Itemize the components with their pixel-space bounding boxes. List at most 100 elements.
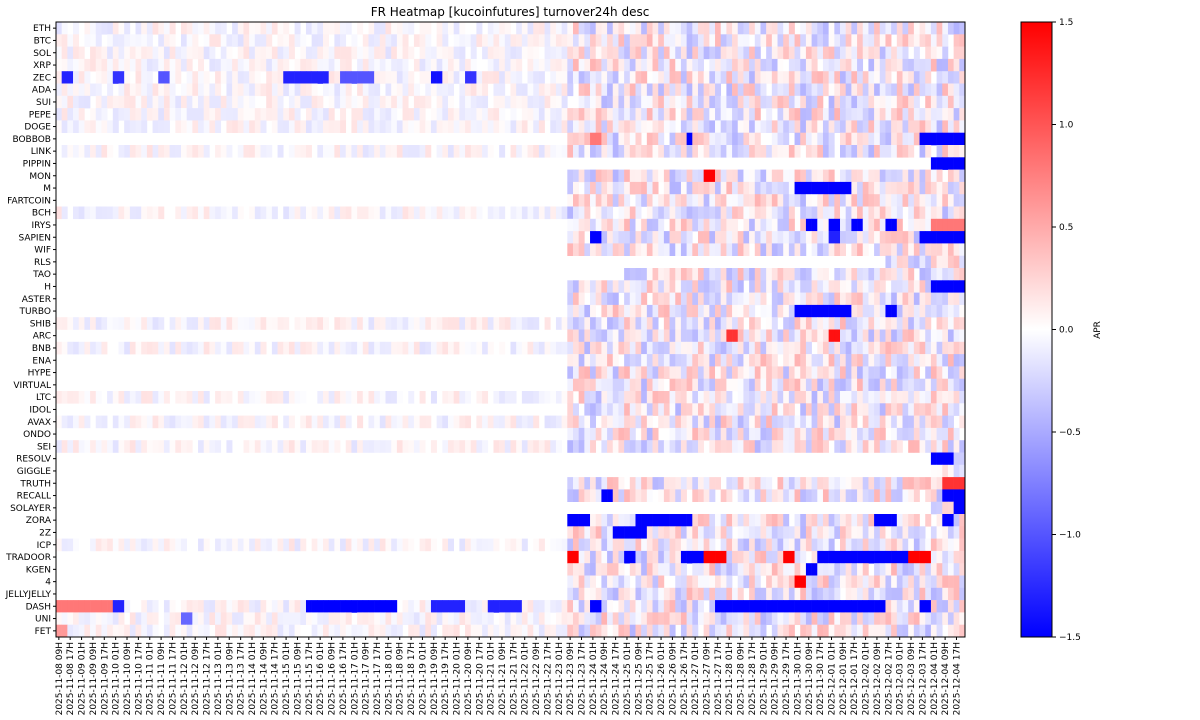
heatmap-cell <box>930 427 937 441</box>
heatmap-cell <box>544 612 551 625</box>
heatmap-cell <box>578 58 585 72</box>
heatmap-cell <box>828 600 835 613</box>
heatmap-cell <box>601 218 608 232</box>
heatmap-cell <box>232 600 239 613</box>
heatmap-cell <box>760 563 767 576</box>
heatmap-cell <box>584 440 591 453</box>
heatmap-cell <box>794 600 801 613</box>
heatmap-cell <box>868 317 875 330</box>
heatmap-cell <box>567 145 574 158</box>
heatmap-cell <box>635 34 642 47</box>
heatmap-cell <box>396 624 403 638</box>
heatmap-cell <box>317 538 324 552</box>
heatmap-cell <box>368 34 375 47</box>
heatmap-cell <box>521 341 528 355</box>
heatmap-cell <box>220 538 227 552</box>
heatmap-cell <box>646 243 653 256</box>
heatmap-cell <box>828 477 835 490</box>
heatmap-cell <box>788 317 795 330</box>
heatmap-cell <box>351 440 358 453</box>
heatmap-cell <box>862 624 869 638</box>
heatmap-cell <box>391 83 398 97</box>
heatmap-cell <box>732 378 739 392</box>
x-tick-label: 2025-11-18 17H <box>407 642 417 715</box>
heatmap-cell <box>550 624 557 638</box>
heatmap-cell <box>953 34 960 47</box>
heatmap-cell <box>436 95 443 109</box>
heatmap-cell <box>794 612 801 625</box>
heatmap-cell <box>311 22 318 35</box>
heatmap-cell <box>953 22 960 35</box>
heatmap-cell <box>936 194 943 207</box>
heatmap-cell <box>624 194 631 207</box>
heatmap-cell <box>186 415 193 429</box>
heatmap-cell <box>629 587 636 601</box>
heatmap-cell <box>692 550 699 564</box>
heatmap-cell <box>908 169 915 183</box>
heatmap-cell <box>578 624 585 638</box>
heatmap-cell <box>788 440 795 453</box>
heatmap-cell <box>703 526 710 539</box>
heatmap-cell <box>334 71 341 84</box>
heatmap-cell <box>470 58 477 72</box>
heatmap-cell <box>788 489 795 502</box>
heatmap-cell <box>874 243 881 256</box>
heatmap-cell <box>152 612 159 625</box>
heatmap-cell <box>288 46 295 60</box>
heatmap-cell <box>163 600 170 613</box>
heatmap-cell <box>391 391 398 404</box>
heatmap-cell <box>885 600 892 613</box>
heatmap-cell <box>277 600 284 613</box>
heatmap-cell <box>840 243 846 256</box>
heatmap-cell <box>578 108 585 121</box>
heatmap-cell <box>959 575 966 589</box>
heatmap-cell <box>925 354 932 367</box>
heatmap-cell <box>885 341 892 355</box>
heatmap-cell <box>953 514 960 527</box>
heatmap-cell <box>658 354 665 367</box>
heatmap-cell <box>95 145 102 158</box>
heatmap-cell <box>590 34 597 47</box>
heatmap-cell <box>317 612 324 625</box>
heatmap-cell <box>158 22 165 35</box>
heatmap-cell <box>953 563 960 576</box>
heatmap-cell <box>947 440 954 453</box>
heatmap-cell <box>482 108 489 121</box>
heatmap-cell <box>95 46 102 60</box>
heatmap-cell <box>408 71 415 84</box>
heatmap-cell <box>845 427 852 441</box>
heatmap-cell <box>663 231 670 244</box>
heatmap-cell <box>936 157 943 170</box>
heatmap-cell <box>351 145 358 158</box>
heatmap-cell <box>323 34 329 47</box>
heatmap-cell <box>720 329 727 343</box>
heatmap-cell <box>629 317 636 330</box>
heatmap-cell <box>493 538 500 552</box>
heatmap-cell <box>601 95 608 109</box>
heatmap-cell <box>578 600 585 613</box>
x-tick-label: 2025-12-04 09H <box>941 642 951 715</box>
heatmap-cell <box>783 280 790 293</box>
heatmap-cell <box>73 95 80 109</box>
heatmap-cell <box>567 538 574 552</box>
heatmap-cell <box>572 403 579 416</box>
heatmap-cell <box>112 108 119 121</box>
heatmap-cell <box>635 83 642 97</box>
heatmap-cell <box>857 206 864 220</box>
heatmap-cell <box>862 415 869 429</box>
heatmap-cell <box>533 22 540 35</box>
heatmap-cell <box>584 366 591 379</box>
heatmap-cell <box>732 108 739 121</box>
heatmap-cell <box>669 391 676 404</box>
heatmap-cell <box>595 181 602 195</box>
heatmap-cell <box>288 600 295 613</box>
heatmap-cell <box>885 612 892 625</box>
heatmap-cell <box>311 46 318 60</box>
heatmap-cell <box>220 108 227 121</box>
heatmap-cell <box>857 378 864 392</box>
heatmap-cell <box>663 329 670 343</box>
heatmap-cell <box>334 341 341 355</box>
heatmap-cell <box>129 612 136 625</box>
heatmap-cell <box>237 120 244 133</box>
heatmap-cell <box>891 587 898 601</box>
